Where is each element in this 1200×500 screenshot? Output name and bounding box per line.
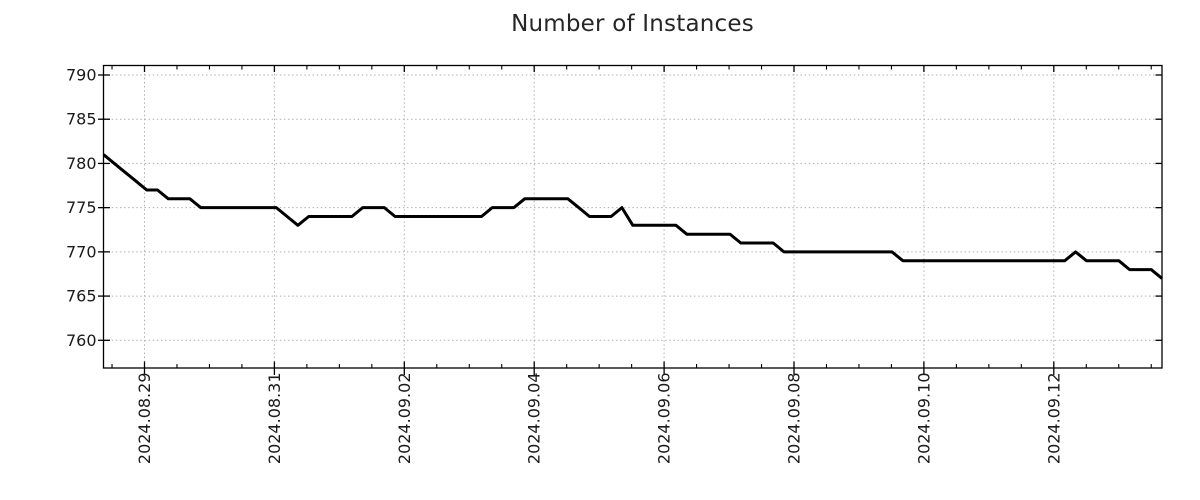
y-tick-label: 785 <box>66 110 97 129</box>
plot-border <box>102 64 1163 369</box>
instances-line <box>102 153 1163 280</box>
y-tick-label: 770 <box>66 242 97 261</box>
x-tick-label: 2024.09.10 <box>914 373 933 465</box>
x-tick-label: 2024.08.31 <box>265 373 284 465</box>
x-gridlines <box>144 65 1055 368</box>
x-tick-labels: 2024.08.29 2024.08.31 2024.09.02 2024.09.04… <box>135 373 1063 465</box>
y-tick-label: 780 <box>66 154 97 173</box>
x-tick-label: 2024.09.08 <box>785 373 804 465</box>
y-tick-labels: 760 765 770 775 780 785 790 <box>66 66 97 350</box>
y-gridlines <box>103 74 1162 341</box>
y-tick-label: 765 <box>66 287 97 306</box>
y-tick-label: 760 <box>66 331 97 350</box>
x-tick-label: 2024.09.02 <box>395 373 414 465</box>
y-tick-label: 790 <box>66 66 97 85</box>
x-tick-label: 2024.09.12 <box>1044 373 1063 465</box>
x-tick-label: 2024.09.04 <box>525 373 544 465</box>
chart-title: Number of Instances <box>511 11 754 37</box>
x-tick-label: 2024.08.29 <box>135 373 154 465</box>
axis-ticks <box>98 65 1162 375</box>
x-tick-label: 2024.09.06 <box>655 373 674 465</box>
y-tick-label: 775 <box>66 198 97 217</box>
